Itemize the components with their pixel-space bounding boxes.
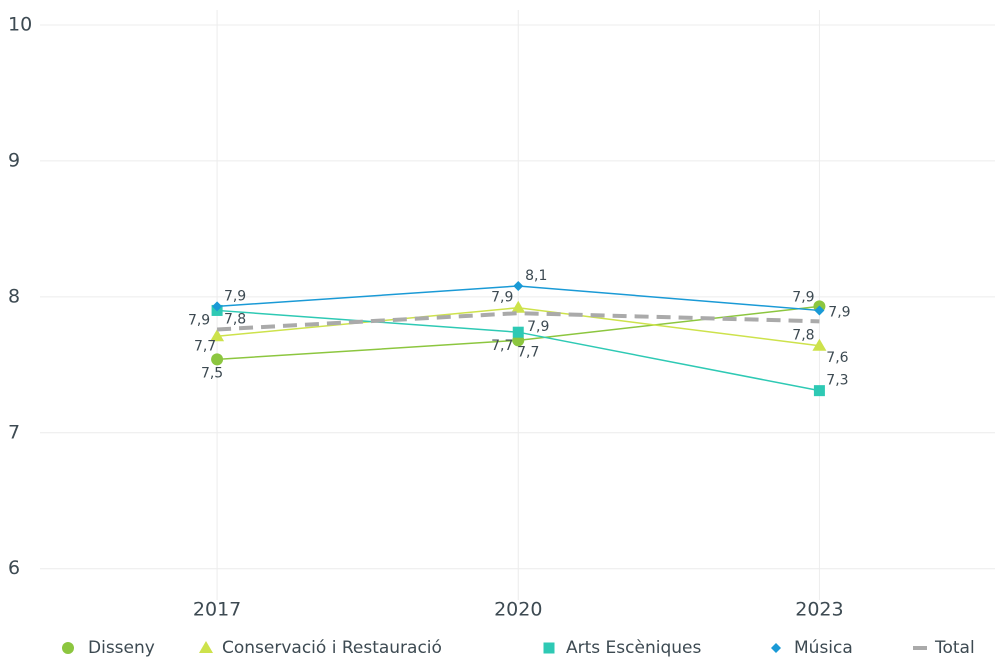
y-tick-label: 10 bbox=[8, 13, 32, 35]
y-tick-label: 8 bbox=[8, 285, 20, 307]
data-label: 7,9 bbox=[527, 319, 549, 335]
y-tick-label: 9 bbox=[8, 149, 20, 171]
point bbox=[210, 329, 225, 342]
data-label: 7,9 bbox=[828, 304, 850, 320]
point bbox=[511, 300, 526, 313]
data-label: 7,7 bbox=[491, 338, 513, 354]
series-line bbox=[216, 311, 820, 332]
point bbox=[813, 385, 825, 397]
y-tick-label: 7 bbox=[8, 421, 20, 443]
legend-label: Arts Escèniques bbox=[566, 638, 701, 657]
data-label: 7,9 bbox=[491, 290, 513, 306]
point bbox=[212, 301, 223, 312]
legend-marker bbox=[199, 641, 213, 653]
point bbox=[211, 353, 224, 366]
legend-marker bbox=[543, 642, 555, 654]
data-label: 7,9 bbox=[224, 288, 246, 304]
data-label: 7,7 bbox=[517, 344, 539, 360]
point bbox=[814, 305, 825, 316]
data-label: 7,9 bbox=[792, 289, 814, 305]
legend-label: Disseny bbox=[88, 638, 155, 657]
point bbox=[513, 280, 524, 291]
data-label: 7,6 bbox=[826, 350, 848, 366]
data-label: 7,8 bbox=[224, 311, 246, 327]
x-tick-label: 2023 bbox=[795, 599, 843, 621]
data-label: 7,8 bbox=[792, 327, 814, 343]
legend-label: Conservació i Restauració bbox=[222, 638, 442, 657]
data-label: 7,5 bbox=[201, 365, 223, 381]
data-label: 7,9 bbox=[188, 312, 210, 328]
legend-marker bbox=[62, 642, 74, 654]
data-label: 7,3 bbox=[826, 373, 848, 389]
point bbox=[812, 338, 827, 351]
legend-marker bbox=[771, 643, 781, 653]
y-tick-label: 6 bbox=[8, 557, 20, 579]
data-label: 7,7 bbox=[194, 338, 216, 354]
x-tick-label: 2020 bbox=[494, 599, 542, 621]
legend-label: Total bbox=[934, 638, 975, 657]
data-label: 8,1 bbox=[525, 268, 547, 284]
x-tick-label: 2017 bbox=[193, 599, 241, 621]
point bbox=[512, 326, 524, 338]
legend-label: Música bbox=[794, 638, 853, 657]
